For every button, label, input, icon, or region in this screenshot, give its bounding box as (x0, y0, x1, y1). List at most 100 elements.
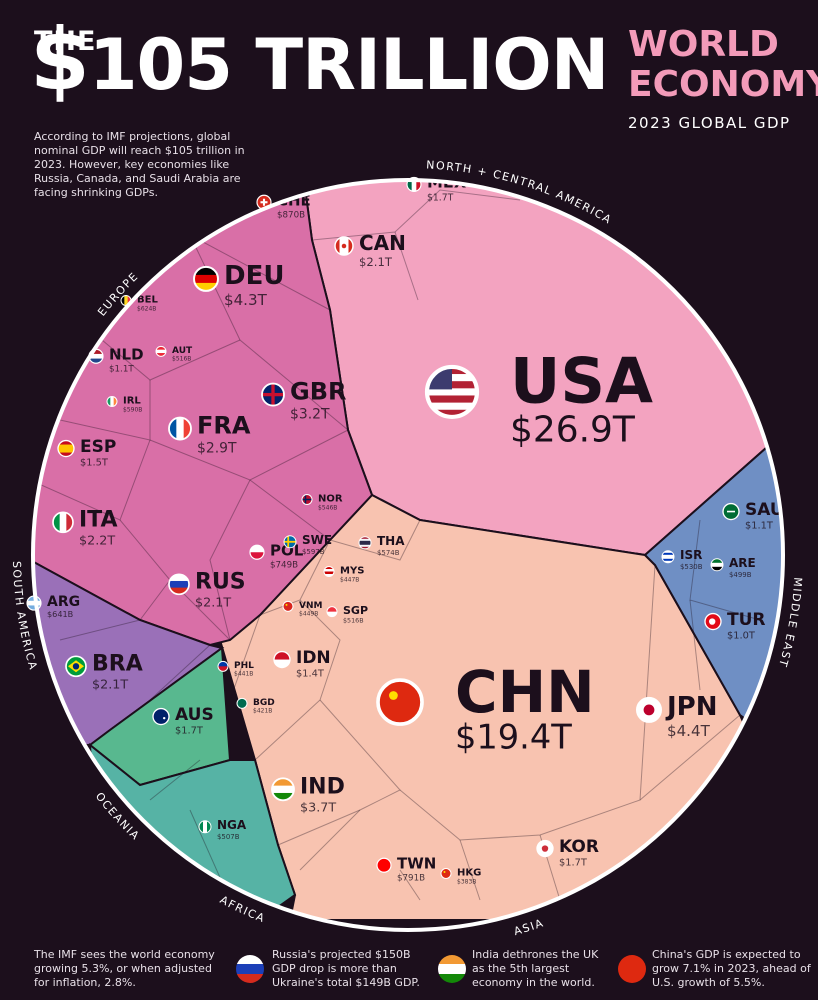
label-pol-code: POL (270, 541, 304, 559)
cell-border-26 (209, 479, 251, 641)
cell-border-0 (311, 189, 521, 241)
mex-flag-icon (406, 176, 422, 192)
label-bel-code: BEL (137, 295, 158, 306)
label-kor-code: KOR (559, 837, 599, 857)
cell-border-7 (277, 699, 401, 846)
label-kor-value: $1.7T (559, 858, 588, 869)
label-nor-value: $546B (318, 505, 337, 512)
label-idn-code: IDN (296, 648, 331, 668)
label-phl-code: PHL (234, 661, 254, 671)
label-can-value: $2.1T (359, 255, 393, 269)
label-are-value: $499B (729, 571, 752, 579)
label-sgp-code: SGP (343, 604, 368, 617)
aut-flag-icon (155, 345, 167, 357)
cell-border-21 (149, 429, 349, 481)
isr-flag-icon (661, 550, 675, 564)
label-usa-value: $26.9T (510, 410, 636, 451)
label-mys-code: MYS (340, 566, 364, 577)
label-twn-value: $791B (397, 873, 425, 883)
label-bra-value: $2.1T (92, 677, 128, 692)
can-flag-icon (334, 236, 354, 256)
label-vnm-value: $449B (299, 610, 318, 617)
cell-border-5 (259, 539, 331, 616)
pol-flag-icon (249, 544, 265, 560)
label-tha-code: THA (377, 534, 405, 548)
idn-flag-icon (273, 650, 291, 669)
label-tur-value: $1.0T (727, 631, 756, 642)
label-isr-value: $530B (680, 563, 703, 571)
label-mex-value: $1.7T (427, 192, 454, 203)
jpn-flag-icon (636, 696, 662, 723)
cell-border-14 (229, 614, 261, 701)
label-sgp-value: $516B (343, 617, 364, 625)
label-deu-code: DEU (224, 261, 284, 291)
label-gbr-code: GBR (290, 377, 346, 405)
intro-text: According to IMF projections, global nom… (34, 130, 245, 199)
label-twn-code: TWN (397, 854, 436, 872)
tur-flag-icon (704, 612, 722, 631)
label-irl-value: $590B (123, 407, 142, 414)
label-hkg-value: $383B (457, 879, 476, 886)
gbr-flag-icon (261, 382, 285, 407)
label-isr-code: ISR (680, 548, 702, 562)
label-ita-code: ITA (79, 508, 118, 533)
hkg-flag-icon (440, 868, 452, 879)
label-sau-value: $1.1T (745, 521, 774, 532)
label-aut-value: $516B (172, 355, 191, 362)
cell-border-10 (459, 839, 481, 901)
title-world: WORLD (628, 24, 779, 65)
cell-border-29 (149, 759, 201, 801)
label-rus-code: RUS (195, 570, 246, 595)
vnm-flag-icon (282, 600, 294, 612)
label-fra-code: FRA (197, 411, 251, 439)
cell-border-19 (89, 329, 241, 381)
cell-border-22 (249, 479, 331, 541)
cell-border-23 (33, 439, 151, 521)
label-swe-code: SWE (302, 533, 332, 547)
footer-main-text: The IMF sees the world economy growing 5… (34, 948, 215, 989)
bra-flag-icon (65, 655, 87, 678)
nga-flag-icon (198, 820, 212, 834)
twn-flag-icon (376, 857, 392, 873)
cell-border-27 (59, 619, 141, 641)
cell-border-15 (689, 519, 761, 621)
label-usa-code: USA (510, 344, 653, 417)
label-pol-value: $749B (270, 560, 298, 570)
sgp-flag-icon (326, 606, 338, 618)
footer-note-russia: Russia's projected $150B GDP drop is mor… (272, 948, 420, 989)
region-label-asia: ASIA (512, 916, 546, 938)
cell-border-9 (639, 714, 741, 801)
cell-border-20 (59, 380, 151, 441)
cell-border-16 (689, 599, 701, 691)
label-chn-value: $19.4T (455, 718, 572, 757)
india-flag-icon (438, 955, 466, 983)
label-nld-value: $1.1T (109, 364, 134, 374)
label-hkg-code: HKG (457, 868, 481, 879)
label-aut-code: AUT (172, 346, 193, 356)
cell-border-12 (399, 869, 421, 901)
label-ita-value: $2.2T (79, 533, 115, 548)
chn-flag-icon (376, 678, 424, 726)
title-dollar: $ (30, 10, 90, 110)
label-fra-value: $2.9T (197, 441, 237, 457)
label-can-code: CAN (359, 231, 406, 255)
fra-flag-icon (168, 416, 192, 441)
label-aus-code: AUS (175, 705, 214, 725)
title-economy: ECONOMY (628, 64, 818, 105)
label-vnm-code: VNM (299, 601, 322, 611)
label-rus-value: $2.1T (195, 595, 231, 610)
cell-border-6 (254, 599, 341, 761)
cell-border-3 (329, 494, 373, 541)
label-sau-code: SAU (745, 500, 784, 520)
label-ind-value: $3.7T (300, 800, 336, 815)
label-gbr-value: $3.2T (290, 407, 330, 423)
cell-border-4 (329, 519, 421, 561)
mys-flag-icon (323, 566, 335, 577)
label-bgd-code: BGD (253, 698, 275, 708)
nor-flag-icon (301, 494, 313, 505)
russia-flag-icon (236, 955, 264, 983)
footer-note-china: China's GDP is expected to grow 7.1% in … (652, 948, 811, 989)
label-esp-code: ESP (80, 437, 116, 457)
title-amount: $105 TRILLION (30, 17, 609, 107)
